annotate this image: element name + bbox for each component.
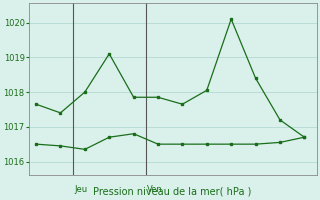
Text: Jeu: Jeu — [74, 185, 87, 194]
Text: Ven: Ven — [147, 185, 163, 194]
X-axis label: Pression niveau de la mer( hPa ): Pression niveau de la mer( hPa ) — [93, 187, 252, 197]
